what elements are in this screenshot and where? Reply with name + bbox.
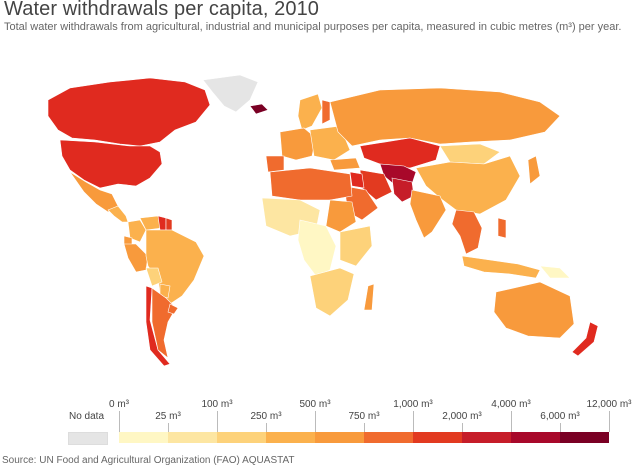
legend-tick-lower-1: 250 m³ [250, 411, 282, 422]
legend-color-bar [119, 432, 609, 443]
legend-no-data-label: No data [69, 411, 105, 422]
region-mongolia[interactable] [439, 143, 501, 165]
region-india[interactable] [409, 189, 447, 239]
region-madagascar[interactable] [363, 283, 375, 311]
legend-swatch-9 [560, 432, 609, 443]
legend-tick-upper-5: 12,000 m³ [586, 399, 632, 410]
legend-tick-lower-2-line [364, 423, 365, 432]
region-greenland[interactable] [202, 74, 259, 113]
region-paraguay[interactable] [159, 283, 171, 299]
region-southern-africa[interactable] [309, 267, 355, 317]
legend-tick-upper-2-line [315, 411, 316, 432]
world-map [47, 74, 599, 367]
legend-tick-lower-0-line [168, 423, 169, 432]
legend-tick-upper-3-line [413, 411, 414, 432]
chart-title: Water withdrawals per capita, 2010 [4, 0, 320, 20]
region-east-africa[interactable] [339, 225, 373, 267]
region-canada[interactable] [47, 77, 211, 147]
region-indonesia[interactable] [461, 255, 541, 279]
legend-tick-lower-0: 25 m³ [155, 411, 181, 422]
region-central-africa[interactable] [297, 219, 337, 277]
region-australia[interactable] [493, 281, 575, 339]
region-philippines[interactable] [497, 217, 507, 239]
region-turkey[interactable] [329, 157, 361, 171]
legend-tick-lower-4-line [560, 423, 561, 432]
legend-tick-lower-3-line [462, 423, 463, 432]
region-iceland[interactable] [249, 103, 269, 115]
legend-tick-lower-3: 2,000 m³ [442, 411, 482, 422]
legend-swatch-0 [119, 432, 168, 443]
region-eastern-europe[interactable] [309, 125, 351, 161]
legend-swatch-3 [266, 432, 315, 443]
legend-tick-upper-3: 1,000 m³ [393, 399, 433, 410]
legend-swatch-4 [315, 432, 364, 443]
legend-tick-lower-2: 750 m³ [348, 411, 380, 422]
legend-tick-upper-1-line [217, 411, 218, 432]
legend-tick-upper-0-line [119, 411, 120, 432]
legend-tick-lower-4: 6,000 m³ [540, 411, 580, 422]
region-new-zealand[interactable] [571, 321, 599, 357]
legend-swatch-2 [217, 432, 266, 443]
legend-tick-upper-5-line [609, 411, 610, 432]
legend-tick-upper-0: 0 m³ [109, 399, 129, 410]
legend-swatch-7 [462, 432, 511, 443]
region-sudan[interactable] [325, 199, 357, 233]
region-chile[interactable] [145, 285, 171, 367]
legend-tick-upper-4-line [511, 411, 512, 432]
legend-tick-upper-1: 100 m³ [201, 399, 233, 410]
region-united-states[interactable] [59, 139, 163, 189]
legend-tick-upper-4: 4,000 m³ [491, 399, 531, 410]
region-pakistan[interactable] [391, 177, 415, 203]
legend-swatch-5 [364, 432, 413, 443]
region-colombia[interactable] [127, 219, 147, 243]
legend-swatch-6 [413, 432, 462, 443]
region-scandinavia[interactable] [297, 93, 323, 131]
region-bolivia[interactable] [145, 267, 163, 287]
legend-swatch-1 [168, 432, 217, 443]
region-iberia[interactable] [265, 155, 285, 173]
chart-subtitle: Total water withdrawals from agricultura… [4, 21, 622, 33]
region-russia[interactable] [329, 87, 561, 147]
region-papua-new-guinea[interactable] [539, 265, 571, 279]
region-peru[interactable] [123, 243, 149, 273]
region-north-africa[interactable] [269, 167, 353, 201]
region-southeast-asia[interactable] [451, 209, 483, 255]
region-uruguay[interactable] [167, 303, 179, 315]
source-note: Source: UN Food and Agricultural Organiz… [2, 455, 295, 466]
region-iraq[interactable] [349, 171, 365, 189]
region-china[interactable] [415, 155, 521, 215]
legend-tick-lower-1-line [266, 423, 267, 432]
legend-swatch-8 [511, 432, 560, 443]
legend: No data [0, 392, 633, 452]
region-japan[interactable] [527, 155, 541, 185]
region-kazakhstan[interactable] [359, 137, 441, 169]
region-suriname[interactable] [165, 217, 173, 231]
region-finland[interactable] [321, 99, 331, 125]
legend-no-data-swatch [68, 432, 108, 445]
legend-tick-upper-2: 500 m³ [299, 399, 331, 410]
